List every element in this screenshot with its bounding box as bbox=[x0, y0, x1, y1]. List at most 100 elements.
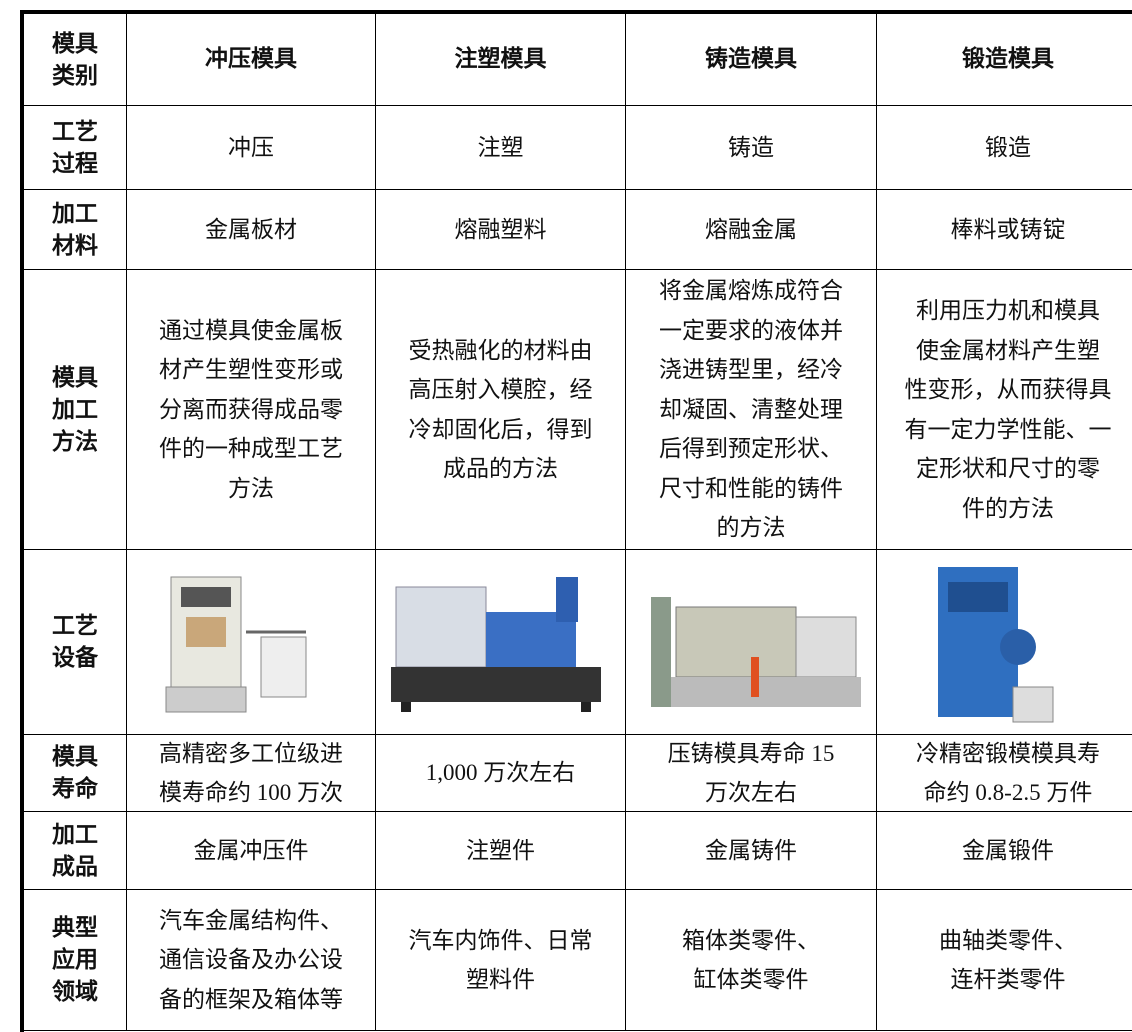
table-cell: 冲压 bbox=[127, 106, 376, 190]
cell-text: 定形状和尺寸的零 bbox=[916, 456, 1100, 481]
cell-text: 领域 bbox=[52, 979, 98, 1005]
cell-text: 模寿命约 100 万次 bbox=[159, 780, 343, 805]
cell-text: 工艺 bbox=[52, 613, 98, 639]
table-outline bbox=[20, 10, 1132, 1032]
table-cell: 将金属熔炼成符合 一定要求的液体并 浇进铸型里，经冷 却凝固、清整处理 后得到预定形状、… bbox=[626, 270, 877, 550]
column-header: 冲压模具 bbox=[127, 14, 376, 106]
table-cell: 汽车内饰件、日常 塑料件 bbox=[376, 890, 626, 1031]
cell-text: 模具 bbox=[52, 744, 98, 770]
cell-text: 万次左右 bbox=[705, 780, 797, 805]
cell-text: 铸造 bbox=[728, 134, 774, 160]
machine-illustration bbox=[938, 567, 1054, 723]
row-label: 模具 寿命 bbox=[24, 735, 127, 812]
column-header: 铸造模具 bbox=[626, 14, 877, 106]
cell-text: 铸造模具 bbox=[705, 45, 797, 72]
cell-text: 设备 bbox=[52, 645, 98, 671]
cell-text: 工艺 bbox=[52, 118, 98, 145]
cell-text: 汽车内饰件、日常 bbox=[408, 927, 593, 953]
table-cell: 注塑件 bbox=[376, 812, 626, 890]
machine-illustration bbox=[165, 576, 307, 713]
cell-text: 尺寸和性能的铸件 bbox=[659, 475, 843, 501]
table-cell: 熔融金属 bbox=[626, 190, 877, 270]
cell-text: 方法 bbox=[228, 475, 274, 501]
table-cell: 金属板材 bbox=[127, 190, 376, 270]
machine-illustration bbox=[390, 577, 601, 712]
cell-text: 箱体类零件、 bbox=[682, 927, 820, 953]
equipment-image bbox=[877, 550, 1132, 735]
cell-text: 冷却固化后，得到 bbox=[408, 416, 593, 442]
cell-text: 材料 bbox=[52, 232, 98, 259]
cell-text: 塑料件 bbox=[466, 967, 535, 992]
cell-text: 曲轴类零件、 bbox=[939, 927, 1077, 953]
equipment-image bbox=[376, 550, 626, 735]
cell-text: 一定要求的液体并 bbox=[659, 317, 843, 343]
table-cell: 金属铸件 bbox=[626, 812, 877, 890]
cell-text: 高压射入模腔，经 bbox=[408, 377, 593, 402]
cell-text: 棒料或铸锭 bbox=[950, 216, 1066, 242]
cell-text: 件的一种成型工艺 bbox=[159, 436, 343, 462]
cell-text: 熔融塑料 bbox=[454, 216, 547, 242]
cell-text: 方法 bbox=[52, 428, 98, 455]
equipment-image bbox=[626, 550, 877, 735]
row-label: 模具 类别 bbox=[24, 14, 127, 106]
row-label: 工艺 过程 bbox=[24, 106, 127, 190]
cell-text: 锻造 bbox=[985, 134, 1031, 160]
cell-text: 金属板材 bbox=[205, 216, 297, 242]
cell-text: 加工 bbox=[52, 200, 98, 227]
cell-text: 缸体类零件 bbox=[693, 967, 809, 992]
cell-text: 加工 bbox=[52, 396, 98, 423]
cell-text: 金属铸件 bbox=[705, 837, 797, 863]
cell-text: 类别 bbox=[52, 62, 98, 89]
cell-text: 加工 bbox=[52, 821, 98, 848]
cell-text: 有一定力学性能、一 bbox=[904, 416, 1112, 442]
cell-text: 金属锻件 bbox=[962, 837, 1054, 863]
table-cell: 箱体类零件、 缸体类零件 bbox=[626, 890, 877, 1031]
cell-text: 寿命 bbox=[52, 776, 98, 802]
cell-text: 熔融金属 bbox=[705, 216, 797, 242]
cell-text: 浇进铸型里，经冷 bbox=[659, 357, 843, 383]
cell-text: 模具 bbox=[52, 30, 98, 57]
cell-text: 件的方法 bbox=[962, 495, 1054, 521]
table-cell: 1,000 万次左右 bbox=[376, 735, 626, 812]
table-cell: 注塑 bbox=[376, 106, 626, 190]
cell-text: 冷精密锻模模具寿 bbox=[916, 740, 1100, 766]
table-cell: 棒料或铸锭 bbox=[877, 190, 1132, 270]
table-cell: 冷精密锻模模具寿 命约 0.8-2.5 万件 bbox=[877, 735, 1132, 812]
cell-text: 通信设备及办公设 bbox=[159, 947, 343, 973]
cell-text: 过程 bbox=[52, 150, 98, 177]
cell-text: 材产生塑性变形或 bbox=[159, 357, 343, 383]
table-cell: 受热融化的材料由 高压射入模腔，经 冷却固化后，得到 成品的方法 bbox=[376, 270, 626, 550]
cell-text: 通过模具使金属板 bbox=[159, 317, 343, 343]
table-cell: 金属锻件 bbox=[877, 812, 1132, 890]
cell-text: 受热融化的材料由 bbox=[408, 337, 593, 363]
row-label: 加工 成品 bbox=[24, 812, 127, 890]
cell-text: 利用压力机和模具 bbox=[916, 298, 1100, 323]
cell-text: 汽车金属结构件、 bbox=[159, 907, 343, 933]
table-cell: 利用压力机和模具 使金属材料产生塑 性变形，从而获得具 有一定力学性能、一 定形状和尺寸… bbox=[877, 270, 1132, 550]
row-label: 工艺 设备 bbox=[24, 550, 127, 735]
cell-text: 备的框架及箱体等 bbox=[159, 986, 343, 1012]
cell-text: 命约 0.8-2.5 万件 bbox=[923, 780, 1093, 805]
cell-text: 后得到预定形状、 bbox=[659, 436, 843, 462]
cell-text: 模具 bbox=[52, 364, 98, 391]
cell-text: 分离而获得成品零 bbox=[159, 396, 343, 422]
table-cell: 锻造 bbox=[877, 106, 1132, 190]
cell-text: 性变形，从而获得具 bbox=[904, 377, 1112, 402]
equipment-image bbox=[127, 550, 376, 735]
cell-text: 典型 bbox=[52, 915, 98, 941]
cell-text: 使金属材料产生塑 bbox=[916, 337, 1100, 363]
column-header: 锻造模具 bbox=[877, 14, 1132, 106]
cell-text: 注塑模具 bbox=[454, 45, 547, 72]
cell-text: 金属冲压件 bbox=[193, 837, 309, 863]
cell-text: 成品 bbox=[52, 853, 98, 880]
cell-text: 的方法 bbox=[716, 515, 786, 541]
cell-text: 高精密多工位级进 bbox=[159, 740, 343, 766]
table-cell: 铸造 bbox=[626, 106, 877, 190]
cell-text: 锻造模具 bbox=[962, 45, 1054, 72]
cell-text: 应用 bbox=[52, 947, 98, 973]
row-label: 模具 加工 方法 bbox=[24, 270, 127, 550]
cell-text: 冲压模具 bbox=[205, 45, 297, 72]
cell-text: 1,000 万次左右 bbox=[425, 760, 576, 786]
